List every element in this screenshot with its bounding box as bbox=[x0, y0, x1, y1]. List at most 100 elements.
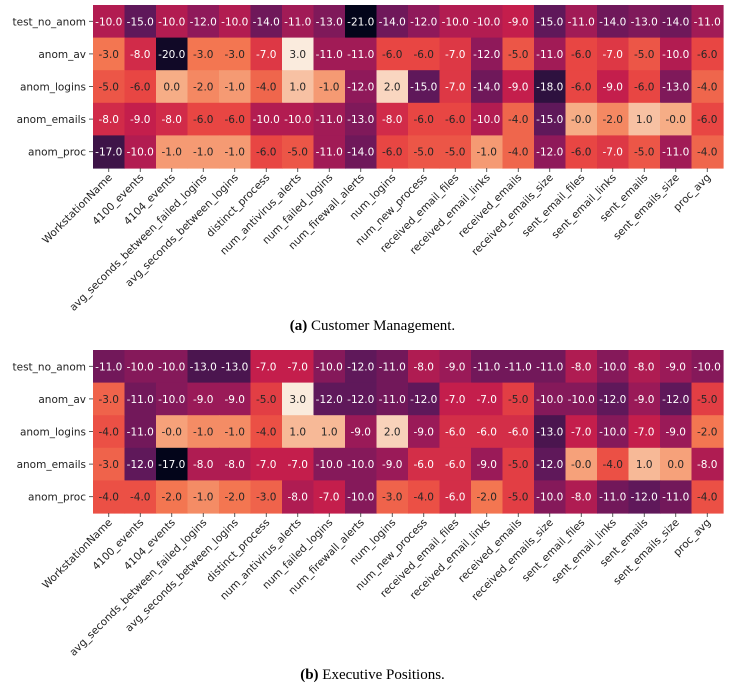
heatmap-b-cell-r2-c8 bbox=[345, 415, 378, 449]
heatmap-a-cell-r3-c16 bbox=[597, 102, 630, 136]
heatmap-b-label-r3-c19: -8.0 bbox=[697, 459, 718, 471]
heatmap-a-cell-r2-c5 bbox=[250, 70, 283, 104]
heatmap-b-label-r4-c7: -7.0 bbox=[319, 492, 340, 504]
heatmap-b-row-label: anom_emails bbox=[17, 459, 86, 471]
heatmap-b-cell-r3-c8 bbox=[345, 447, 378, 481]
heatmap-a-cell-r2-c15 bbox=[565, 70, 598, 104]
heatmap-b-cell-r4-c19 bbox=[691, 480, 724, 514]
heatmap-b-cell-r4-c5 bbox=[250, 480, 283, 514]
heatmap-a-label-r3-c13: -4.0 bbox=[508, 114, 529, 126]
heatmap-a-cell-r1-c2 bbox=[156, 37, 189, 71]
heatmap-b-label-r1-c0: -3.0 bbox=[99, 394, 120, 406]
heatmap-a-label-r0-c18: -14.0 bbox=[662, 16, 689, 28]
heatmap-b-cell-r3-c9 bbox=[376, 447, 409, 481]
heatmap-a-label-r4-c8: -14.0 bbox=[347, 147, 374, 159]
heatmap-b-label-r0-c10: -8.0 bbox=[414, 361, 435, 373]
heatmap-a-cell-r3-c6 bbox=[282, 102, 315, 136]
heatmap-b-cell-r1-c4 bbox=[219, 382, 252, 416]
heatmap-b-label-r1-c1: -11.0 bbox=[127, 394, 154, 406]
heatmap-a-cell-r0-c11 bbox=[439, 5, 472, 39]
heatmap-a-cell-r0-c4 bbox=[219, 5, 252, 39]
heatmap-b-label-r4-c3: -1.0 bbox=[193, 492, 214, 504]
heatmap-a-cell-r4-c9 bbox=[376, 135, 409, 169]
heatmap-a-cell-r4-c15 bbox=[565, 135, 598, 169]
heatmap-a-cell-r3-c10 bbox=[408, 102, 441, 136]
heatmap-b-label-r3-c10: -6.0 bbox=[414, 459, 435, 471]
heatmap-b-label-r1-c5: -5.0 bbox=[256, 394, 277, 406]
heatmap-b-cell-r1-c6 bbox=[282, 382, 315, 416]
heatmap-b-cell-r3-c2 bbox=[156, 447, 189, 481]
heatmap-b-label-r4-c6: -8.0 bbox=[288, 492, 309, 504]
heatmap-a-label-r4-c13: -4.0 bbox=[508, 147, 529, 159]
heatmap-b-cell-r0-c19 bbox=[691, 350, 724, 384]
heatmap-b-label-r1-c14: -10.0 bbox=[536, 394, 563, 406]
heatmap-a-label-r3-c15: -0.0 bbox=[571, 114, 592, 126]
heatmap-b-cell-r2-c11 bbox=[439, 415, 472, 449]
heatmap-b-label-r1-c11: -7.0 bbox=[445, 394, 466, 406]
heatmap-a-cell-r1-c14 bbox=[534, 37, 567, 71]
heatmap-a-cell-r2-c19 bbox=[691, 70, 724, 104]
heatmap-a-label-r1-c7: -11.0 bbox=[316, 49, 343, 61]
heatmap-b-label-r2-c9: 2.0 bbox=[384, 427, 401, 439]
caption-b: (b) Executive Positions. bbox=[0, 667, 745, 684]
heatmap-b-label-r3-c12: -9.0 bbox=[477, 459, 498, 471]
heatmap-a-cell-r3-c11 bbox=[439, 102, 472, 136]
heatmap-a-cell-r3-c5 bbox=[250, 102, 283, 136]
heatmap-a-cell-r3-c15 bbox=[565, 102, 598, 136]
heatmap-a-cell-r0-c10 bbox=[408, 5, 441, 39]
heatmap-a-label-r2-c14: -18.0 bbox=[536, 82, 563, 94]
heatmap-a-cell-r3-c4 bbox=[219, 102, 252, 136]
heatmap-a-cell-r0-c19 bbox=[691, 5, 724, 39]
heatmap-a-label-r1-c11: -7.0 bbox=[445, 49, 466, 61]
heatmap-a-label-r4-c7: -11.0 bbox=[316, 147, 343, 159]
heatmap-a-cell-r3-c8 bbox=[345, 102, 378, 136]
heatmap-a-cell-r1-c16 bbox=[597, 37, 630, 71]
heatmap-a-label-r2-c11: -7.0 bbox=[445, 82, 466, 94]
heatmap-b-label-r2-c2: -0.0 bbox=[162, 427, 183, 439]
heatmap-a-cell-r2-c13 bbox=[502, 70, 535, 104]
heatmap-a-label-r1-c0: -3.0 bbox=[99, 49, 120, 61]
heatmap-a-label-r2-c13: -9.0 bbox=[508, 82, 529, 94]
heatmap-a-cell-r0-c6 bbox=[282, 5, 315, 39]
heatmap-b-cell-r1-c16 bbox=[597, 382, 630, 416]
heatmap-b-cell-r2-c16 bbox=[597, 415, 630, 449]
heatmap-a-cell-r1-c11 bbox=[439, 37, 472, 71]
heatmap-a-cell-r0-c16 bbox=[597, 5, 630, 39]
heatmap-b-label-r0-c11: -9.0 bbox=[445, 361, 466, 373]
heatmap-a-cell-r3-c19 bbox=[691, 102, 724, 136]
heatmap-a-label-r0-c15: -11.0 bbox=[568, 16, 595, 28]
caption-a: (a) Customer Management. bbox=[0, 318, 745, 335]
heatmap-a-label-r1-c6: 3.0 bbox=[289, 49, 306, 61]
heatmap-a-cell-r2-c14 bbox=[534, 70, 567, 104]
heatmap-a-label-r1-c2: -20.0 bbox=[158, 49, 185, 61]
heatmap-b-label-r2-c17: -7.0 bbox=[634, 427, 655, 439]
heatmap-a-cell-r4-c0 bbox=[93, 135, 126, 169]
heatmap-b-cell-r1-c10 bbox=[408, 382, 441, 416]
heatmap-b-label-r0-c2: -10.0 bbox=[158, 361, 185, 373]
heatmap-b-cell-r1-c5 bbox=[250, 382, 283, 416]
heatmap-b-label-r3-c0: -3.0 bbox=[99, 459, 120, 471]
heatmap-a-label-r1-c5: -7.0 bbox=[256, 49, 277, 61]
heatmap-b-label-r2-c0: -4.0 bbox=[99, 427, 120, 439]
heatmap-b-cell-r2-c13 bbox=[502, 415, 535, 449]
heatmap-a-cell-r4-c13 bbox=[502, 135, 535, 169]
heatmap-a-cell-r2-c11 bbox=[439, 70, 472, 104]
heatmap-a-label-r4-c9: -6.0 bbox=[382, 147, 403, 159]
heatmap-a-label-r4-c10: -5.0 bbox=[414, 147, 435, 159]
heatmap-b-cell-r4-c4 bbox=[219, 480, 252, 514]
heatmap-b-cell-r2-c7 bbox=[313, 415, 346, 449]
heatmap-a-cell-r0-c8 bbox=[345, 5, 378, 39]
heatmap-a-label-r3-c14: -15.0 bbox=[536, 114, 563, 126]
heatmap-a-label-r3-c9: -8.0 bbox=[382, 114, 403, 126]
heatmap-b-label-r0-c19: -10.0 bbox=[694, 361, 721, 373]
heatmap-a-cell-r2-c3 bbox=[187, 70, 220, 104]
heatmap-a-label-r3-c5: -10.0 bbox=[253, 114, 280, 126]
heatmap-a-label-r2-c17: -6.0 bbox=[634, 82, 655, 94]
heatmap-b-cell-r1-c9 bbox=[376, 382, 409, 416]
heatmap-a-label-r2-c9: 2.0 bbox=[384, 82, 401, 94]
heatmap-b-label-r2-c19: -2.0 bbox=[697, 427, 718, 439]
heatmap-a-cell-r3-c17 bbox=[628, 102, 661, 136]
heatmap-b-label-r0-c18: -9.0 bbox=[666, 361, 687, 373]
heatmap-a-label-r2-c6: 1.0 bbox=[289, 82, 306, 94]
heatmap-b-cell-r0-c11 bbox=[439, 350, 472, 384]
